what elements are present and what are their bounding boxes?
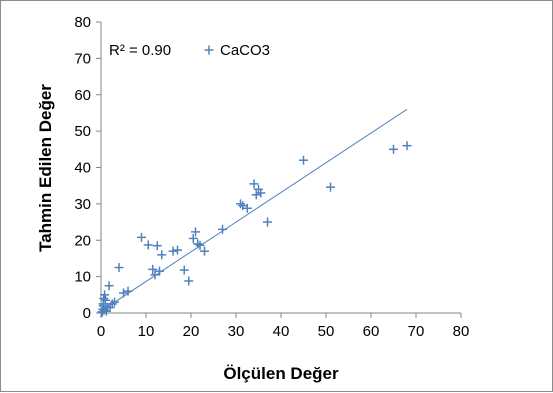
data-point [173, 245, 182, 255]
x-tick-label: 10 [138, 323, 155, 340]
x-axis-title: Ölçülen Değer [223, 364, 339, 383]
data-point [193, 239, 203, 249]
data-point [184, 276, 194, 286]
r-squared-label: R² = 0.90 [109, 42, 171, 59]
data-point [137, 232, 146, 242]
data-point [179, 265, 189, 275]
trendline [100, 108, 408, 312]
data-point [155, 266, 164, 276]
x-tick-label: 0 [97, 323, 105, 340]
data-point [402, 141, 412, 151]
data-point [218, 224, 227, 234]
x-tick-label: 80 [453, 323, 470, 340]
legend-plus-icon [204, 45, 214, 55]
data-point [104, 281, 114, 291]
data-point [256, 188, 266, 198]
data-point [119, 288, 128, 298]
data-point [188, 233, 198, 243]
x-tick-label: 70 [408, 323, 425, 340]
legend-marker [204, 45, 214, 55]
data-point [299, 155, 308, 165]
y-tick-label: 20 [74, 232, 91, 249]
y-tick-label: 80 [74, 14, 91, 31]
x-tick-label: 60 [363, 323, 380, 340]
data-point [326, 182, 335, 192]
data-point [157, 250, 167, 260]
data-point [110, 297, 119, 307]
x-tick-label: 50 [318, 323, 335, 340]
data-point [263, 217, 272, 227]
y-axis-title: Tahmin Edilen Değer [36, 84, 55, 252]
data-point [152, 241, 162, 251]
data-point [249, 179, 259, 189]
data-point [123, 286, 133, 296]
data-point [242, 203, 252, 213]
data-point [101, 295, 110, 305]
x-tick-labels: 0 10 20 30 40 50 60 70 80 [97, 313, 470, 340]
x-tick-label: 20 [183, 323, 200, 340]
data-point [251, 190, 261, 200]
data-point [98, 301, 108, 311]
x-tick-label: 30 [228, 323, 245, 340]
y-tick-label: 50 [74, 123, 91, 140]
data-point [143, 240, 153, 250]
data-point [100, 290, 110, 300]
data-point [114, 263, 124, 273]
data-point [200, 246, 209, 256]
y-tick-label: 10 [74, 269, 91, 286]
x-tick-label: 40 [273, 323, 290, 340]
data-point [191, 227, 200, 237]
y-tick-label: 40 [74, 160, 91, 177]
data-point [195, 240, 205, 250]
data-point [168, 246, 178, 256]
data-point [148, 264, 158, 274]
data-point [389, 144, 398, 154]
y-tick-label: 30 [74, 196, 91, 213]
data-point [97, 307, 107, 317]
legend-label: CaCO3 [220, 42, 270, 59]
y-tick-label: 60 [74, 87, 91, 104]
y-tick-label: 70 [74, 50, 91, 67]
data-points [97, 141, 412, 317]
y-tick-labels: 0 10 20 30 40 50 60 70 80 [74, 14, 101, 322]
y-tick-label: 0 [83, 305, 91, 322]
data-point [99, 305, 109, 315]
data-point [236, 199, 245, 209]
